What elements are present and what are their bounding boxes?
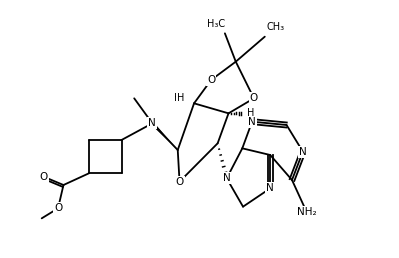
Text: H₃C: H₃C	[207, 19, 225, 29]
Text: N: N	[248, 117, 256, 127]
Text: O: O	[207, 75, 215, 85]
Text: N: N	[148, 118, 156, 128]
Text: H: H	[174, 93, 182, 103]
Text: O: O	[176, 177, 184, 187]
Text: N: N	[223, 173, 231, 183]
Text: N: N	[267, 183, 274, 193]
Text: N: N	[299, 147, 307, 157]
Text: O: O	[250, 93, 258, 103]
Text: H: H	[247, 108, 254, 118]
Text: NH₂: NH₂	[297, 207, 316, 217]
Text: CH₃: CH₃	[267, 22, 285, 32]
Polygon shape	[151, 122, 178, 150]
Text: H: H	[177, 93, 184, 103]
Text: O: O	[40, 172, 47, 182]
Text: O: O	[54, 203, 62, 213]
